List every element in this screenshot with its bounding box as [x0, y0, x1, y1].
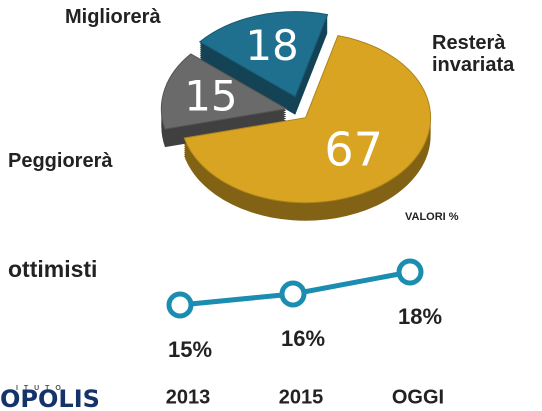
point [166, 291, 194, 319]
slice-value: 15 [184, 71, 237, 120]
slice [160, 53, 288, 130]
x-tick-label: 2013 [166, 386, 211, 408]
value-label: 15% [168, 337, 212, 362]
logo: OPOLIS [0, 385, 100, 411]
x-tick-label: 2015 [279, 386, 324, 408]
pie-label: Resterà invariata [432, 32, 515, 76]
slice [183, 35, 432, 204]
slice-value: 18 [245, 21, 298, 70]
logo-small: I T U T O [16, 385, 63, 392]
x-tick-label: OGGI [392, 386, 444, 408]
slice-value: 67 [324, 123, 383, 177]
point [279, 280, 307, 308]
pie-label: Migliorerà [65, 6, 161, 28]
value-label: 16% [281, 326, 325, 351]
pie-label: Peggiorerà [8, 150, 113, 172]
slice [198, 11, 329, 98]
value-label: 18% [398, 304, 442, 329]
line-title: ottimisti [8, 256, 98, 282]
point [396, 258, 424, 286]
annotation: VALORI % [405, 211, 459, 223]
